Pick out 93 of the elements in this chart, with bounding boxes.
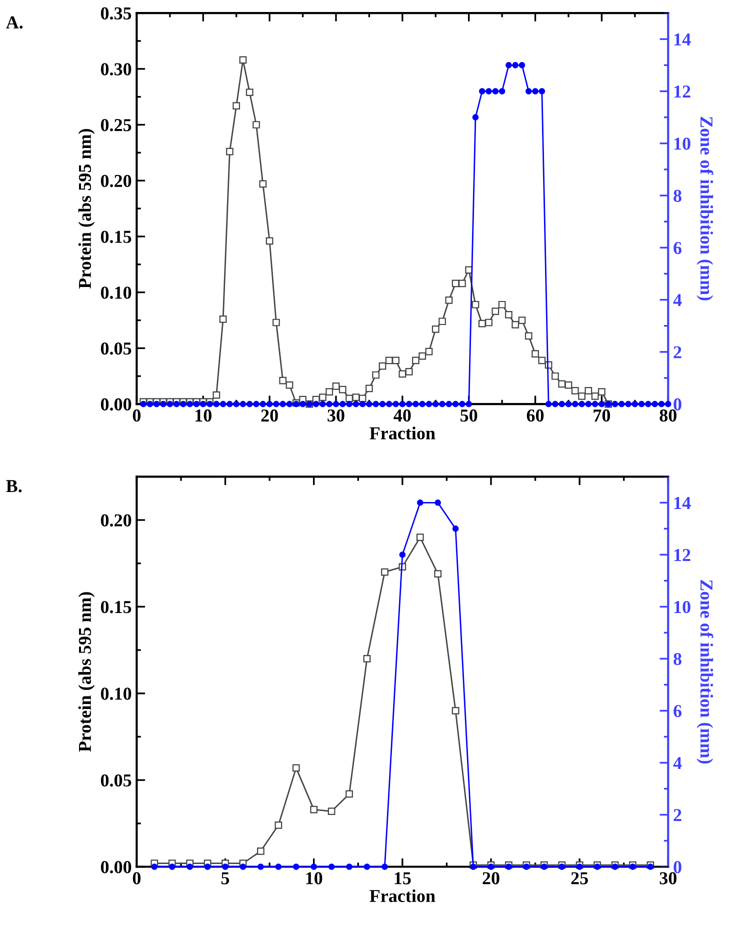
point [151,864,158,870]
y2-tick-label: 0 [674,861,682,874]
y2-tick-label: 2 [674,809,682,822]
x-tick-label: 10 [196,409,212,422]
y2-tick-label: 0 [674,398,682,410]
x-tick-label: 20 [482,872,500,884]
y-tick-label: 0.15 [100,600,132,614]
point [434,500,441,506]
y-tick-label: 0.10 [100,286,132,299]
point [204,864,211,870]
point [363,655,371,662]
point [274,821,282,829]
y-tick-label: 0.00 [100,398,132,411]
y2-tick-label: 8 [674,652,682,666]
y-axis-title: Protein (abs 595 nm) [78,129,95,289]
x-tick-label: 20 [261,409,278,422]
x-tick-label: 30 [660,872,676,884]
y2-tick-label: 10 [674,600,690,614]
point [169,864,176,870]
x-tick-label: 0 [132,409,141,422]
point [523,864,530,870]
point [434,570,442,578]
y2-tick-label: 12 [674,86,690,98]
x-axis-title: Fraction [370,426,436,440]
y-tick-label: 0.15 [100,230,132,243]
point [399,552,406,558]
point [647,864,654,870]
text: A. [6,16,23,29]
point [328,864,335,870]
point [328,808,336,815]
y2-tick-label: 10 [674,138,690,150]
x-tick-label: 30 [328,409,344,422]
x-axis-title: Fraction [370,889,436,902]
point [506,864,512,870]
point [576,864,583,870]
y-tick-label: 0.30 [100,63,132,76]
point [488,864,494,870]
point [382,864,388,870]
y-tick-label: 0.05 [100,342,132,355]
y2-tick-label: 14 [674,33,691,46]
y-axis-title: Protein (abs 595 nm) [78,592,95,752]
point [222,864,228,870]
point [381,568,388,576]
point [417,500,424,506]
x-tick-label: 40 [394,409,411,422]
point [630,864,636,870]
y2-tick-label: 2 [674,346,682,358]
point [275,864,282,870]
text: B. [6,480,22,492]
x-tick-label: 80 [660,409,676,422]
y2-tick-label: 4 [673,294,682,306]
x-tick-label: 25 [571,872,588,884]
point [364,864,370,870]
point [416,534,424,542]
point [293,864,300,870]
point [186,864,193,870]
point [240,864,246,870]
x-tick-label: 10 [306,872,322,884]
y-tick-label: 0.00 [100,861,132,874]
point [258,864,264,870]
x-tick-label: 5 [221,872,230,884]
x-tick-label: 0 [132,872,141,884]
y2-tick-label: 14 [674,497,691,509]
y2-axis-title: Zone of inhibition (mm) [696,116,714,300]
y-tick-label: 0.20 [100,514,132,527]
point [612,864,618,870]
y2-tick-label: 8 [674,190,682,202]
y2-tick-label: 12 [674,549,690,561]
y2-tick-label: 4 [673,757,682,769]
x-tick-label: 70 [594,409,610,422]
point [558,864,565,870]
y2-tick-label: 6 [674,242,682,254]
point [310,864,317,870]
point [257,847,264,855]
y-tick-label: 0.35 [100,7,132,20]
point [470,864,476,870]
y-tick-label: 0.25 [100,119,132,132]
point [292,764,300,772]
point [594,864,600,870]
x-tick-label: 60 [526,409,544,422]
y2-tick-label: 6 [674,705,682,718]
point [452,526,459,532]
point [452,707,460,714]
y-tick-label: 0.20 [100,174,132,188]
point [541,864,548,870]
y-tick-label: 0.10 [100,688,132,700]
point [346,864,352,870]
x-tick-label: 15 [394,872,411,884]
y-tick-label: 0.05 [100,774,132,787]
y2-axis-title: Zone of inhibition (mm) [696,580,714,764]
point [346,790,353,798]
x-tick-label: 50 [460,409,478,422]
point [310,806,318,814]
